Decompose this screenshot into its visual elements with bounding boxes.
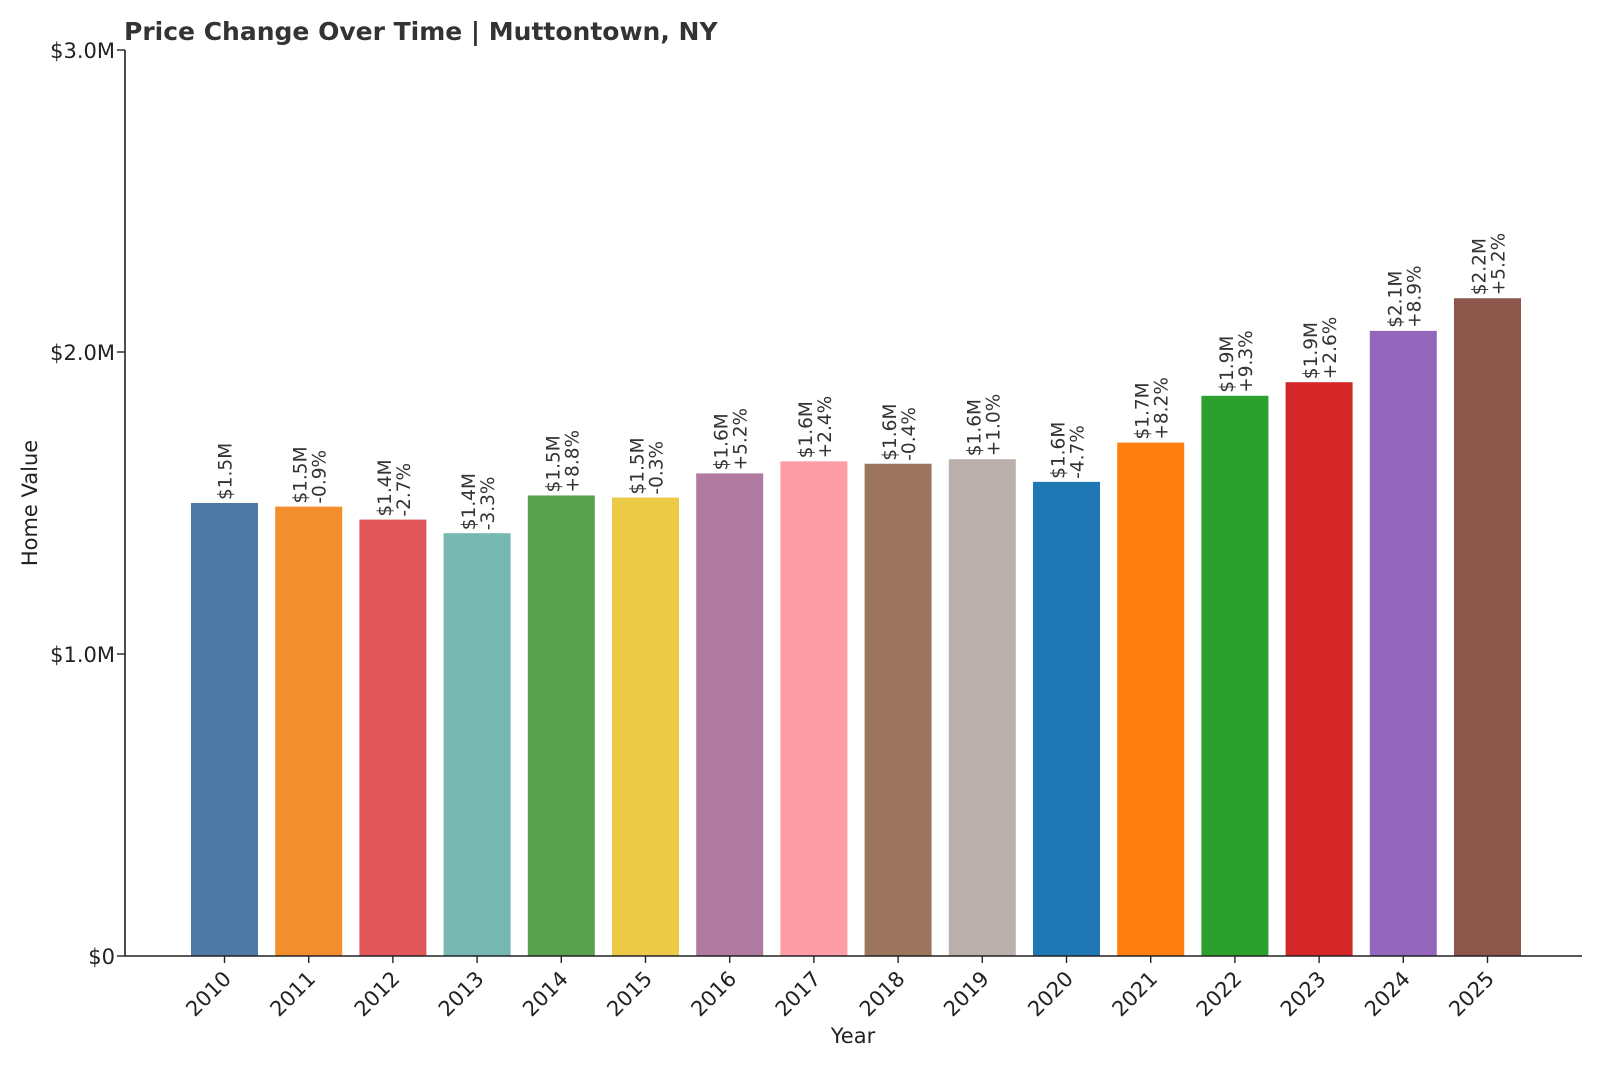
bar (1285, 382, 1353, 956)
bar-value-label: $1.6M (964, 399, 985, 456)
y-axis-label: Home Value (18, 440, 42, 566)
y-tick-label: $3.0M (50, 39, 115, 63)
x-tick-label: 2020 (1023, 967, 1078, 1022)
bar (443, 533, 511, 956)
bar-change-label: -0.9% (310, 450, 331, 504)
y-tick-label: $0 (88, 945, 115, 969)
bar (1117, 442, 1185, 957)
bar-change-label: +8.9% (1404, 265, 1425, 328)
bar-value-label: $1.6M (1049, 422, 1070, 479)
x-tick-label: 2025 (1444, 967, 1499, 1022)
x-tick-label: 2013 (434, 967, 489, 1022)
x-tick-label: 2023 (1276, 967, 1331, 1022)
bar-value-label: $1.5M (216, 443, 237, 500)
bar (1033, 481, 1100, 956)
bar (1201, 395, 1269, 956)
x-tick-label: 2014 (518, 967, 573, 1022)
chart-title: Price Change Over Time | Muttontown, NY (124, 17, 718, 46)
bar (780, 461, 848, 956)
bar-change-label: +2.4% (815, 396, 836, 459)
bar-change-label: +9.3% (1236, 330, 1257, 393)
bar (527, 495, 595, 956)
x-tick-label: 2021 (1107, 967, 1162, 1022)
bar-change-label: +1.0% (983, 394, 1004, 457)
bar-change-label: +5.2% (1489, 233, 1510, 296)
bar-change-label: +8.2% (1152, 377, 1173, 440)
bar-value-label: $2.1M (1385, 271, 1406, 328)
bar-value-label: $1.4M (375, 459, 396, 516)
bar (696, 473, 764, 956)
bar (359, 519, 427, 956)
bar-change-label: +5.2% (731, 408, 752, 471)
bar (864, 463, 932, 956)
bar-change-label: -0.3% (647, 441, 668, 495)
x-tick-label: 2010 (181, 967, 236, 1022)
bar (191, 503, 258, 956)
bar-value-label: $1.4M (459, 473, 480, 530)
plot-area: $0$1.0M$2.0M$3.0M2010$1.5M2011$1.5M-0.9%… (50, 39, 1521, 1021)
y-tick-label: $2.0M (50, 341, 115, 365)
bar-change-label: +8.8% (562, 430, 583, 493)
x-tick-label: 2011 (265, 967, 320, 1022)
bar-change-label: -4.7% (1068, 425, 1089, 479)
x-tick-label: 2015 (602, 967, 657, 1022)
x-tick-label: 2012 (350, 967, 405, 1022)
bar-change-label: -0.4% (899, 407, 920, 461)
bar-value-label: $1.6M (796, 401, 817, 458)
bar-value-label: $1.9M (1301, 322, 1322, 379)
bar-value-label: $1.7M (1133, 382, 1154, 439)
x-tick-label: 2019 (939, 967, 994, 1022)
x-tick-label: 2016 (686, 967, 741, 1022)
x-tick-label: 2022 (1192, 967, 1247, 1022)
bar (1369, 330, 1437, 956)
bar (612, 497, 679, 956)
bar-value-label: $1.6M (880, 404, 901, 461)
bar-change-label: +2.6% (1320, 317, 1341, 380)
bar-value-label: $1.6M (712, 413, 733, 470)
bar-value-label: $2.2M (1470, 238, 1491, 295)
x-tick-label: 2018 (855, 967, 910, 1022)
x-tick-label: 2017 (771, 967, 826, 1022)
y-tick-label: $1.0M (50, 643, 115, 667)
bar-change-label: -2.7% (394, 463, 415, 517)
bar-value-label: $1.5M (543, 435, 564, 492)
bar (275, 506, 343, 956)
bar-value-label: $1.5M (291, 446, 312, 503)
bar-change-label: -3.3% (478, 477, 499, 531)
bar-value-label: $1.5M (628, 437, 649, 494)
bar (948, 459, 1016, 956)
bar (1454, 298, 1521, 956)
x-tick-label: 2024 (1360, 967, 1415, 1022)
x-axis-label: Year (830, 1024, 876, 1048)
bar-value-label: $1.9M (1217, 336, 1238, 393)
